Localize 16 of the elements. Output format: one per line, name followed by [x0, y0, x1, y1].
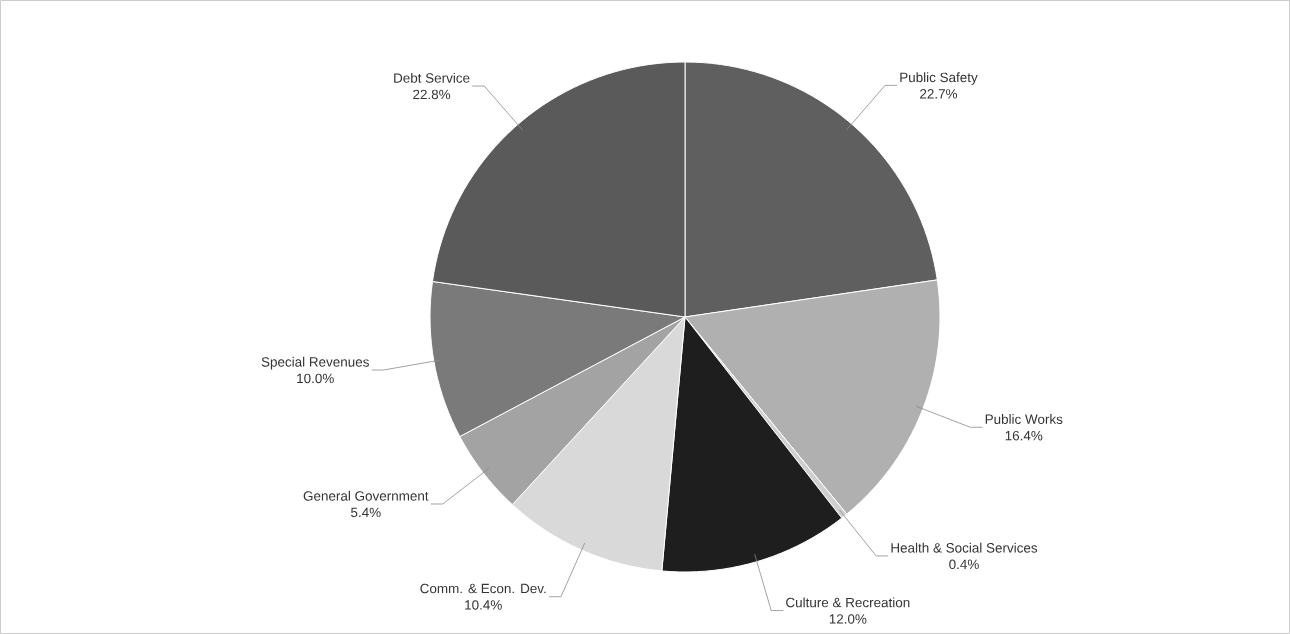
- slice-label: Culture & Recreation: [786, 597, 910, 608]
- data-label: 12.0%: [829, 614, 867, 624]
- slice-label: Comm. & Econ. Dev.: [420, 583, 546, 594]
- slice-label: General Government: [303, 490, 429, 501]
- slice-label: Health & Social Services: [891, 542, 1038, 553]
- data-label: 22.7%: [920, 89, 958, 99]
- data-label: 10.0%: [297, 373, 334, 384]
- slice-label: Debt Service: [394, 72, 470, 83]
- data-label: 0.4%: [949, 559, 979, 570]
- data-label: 10.4%: [465, 600, 502, 610]
- slice-label: Public Works: [985, 414, 1063, 424]
- data-label: 22.8%: [413, 89, 451, 100]
- slice-label: Public Safety: [900, 72, 978, 85]
- data-label: 5.4%: [351, 507, 381, 518]
- data-label: 16.4%: [1005, 430, 1043, 441]
- slice-label: Special Revenues: [261, 356, 369, 370]
